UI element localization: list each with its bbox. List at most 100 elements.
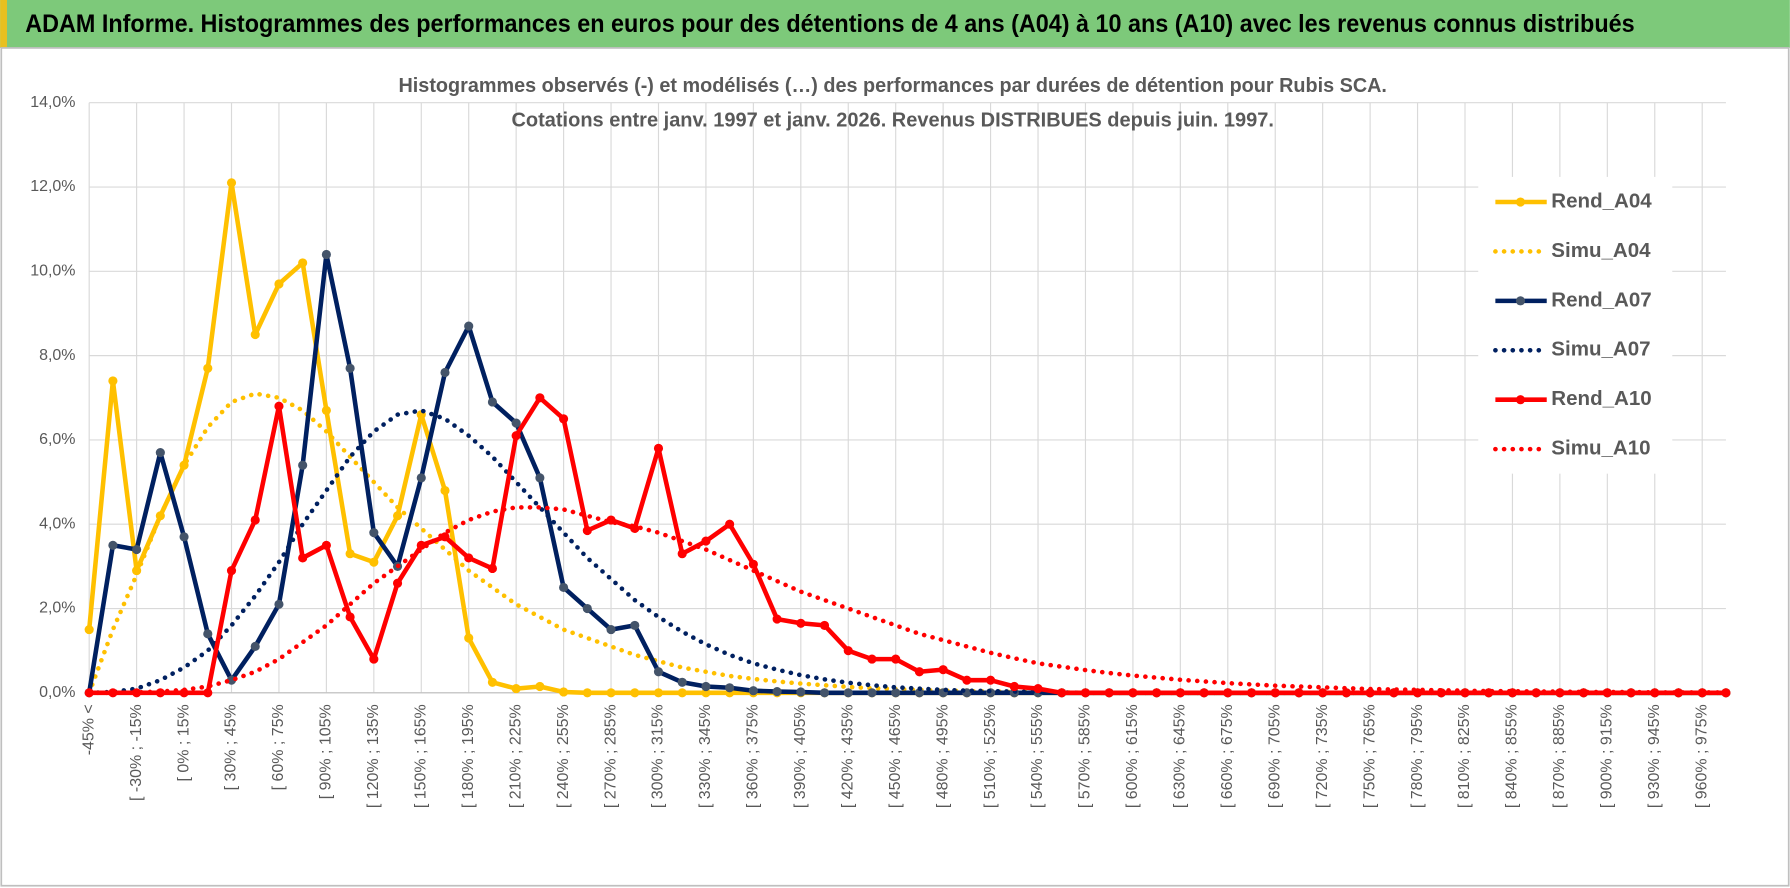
chart-border bbox=[0, 47, 1790, 887]
legend-label: Rend_A04 bbox=[1551, 189, 1652, 212]
data-point bbox=[653, 688, 664, 698]
data-point bbox=[867, 688, 877, 698]
data-point bbox=[298, 553, 308, 563]
data-point bbox=[891, 688, 901, 698]
x-tick-label: [ 780% ; 795% bbox=[1409, 704, 1426, 808]
data-point bbox=[132, 544, 142, 555]
data-point bbox=[132, 688, 142, 698]
series-line bbox=[86, 505, 1729, 696]
data-point bbox=[108, 540, 118, 550]
legend-label: Rend_A10 bbox=[1551, 387, 1651, 410]
data-point bbox=[369, 528, 379, 538]
data-point bbox=[582, 688, 592, 698]
data-point bbox=[1223, 688, 1233, 698]
data-point bbox=[321, 540, 331, 550]
series-line bbox=[86, 391, 1729, 696]
x-tick-label: [ 900% ; 915% bbox=[1599, 704, 1616, 808]
x-tick-label: [ 300% ; 315% bbox=[650, 704, 667, 808]
data-point bbox=[321, 405, 331, 415]
data-point bbox=[1294, 688, 1304, 698]
data-point bbox=[345, 363, 355, 373]
legend: Rend_A04 Simu_A04 Rend_A07 Simu_A07 Rend_A10… bbox=[1478, 176, 1673, 474]
data-point bbox=[274, 279, 284, 289]
data-point bbox=[345, 612, 355, 622]
data-point bbox=[155, 448, 165, 458]
data-point bbox=[843, 688, 853, 698]
x-tick-label: [ 720% ; 735% bbox=[1314, 704, 1331, 808]
data-point bbox=[1721, 688, 1731, 698]
x-tick-label: [ 360% ; 375% bbox=[745, 704, 762, 808]
data-point bbox=[867, 654, 877, 664]
x-tick-label: [ 600% ; 615% bbox=[1124, 704, 1141, 808]
data-point bbox=[487, 677, 498, 687]
data-point bbox=[630, 688, 640, 698]
chart-title: Histogrammes observés (-) et modélisés (… bbox=[398, 74, 1386, 97]
data-point bbox=[1104, 688, 1114, 698]
x-tick-label: [ 210% ; 225% bbox=[507, 704, 524, 808]
x-tick-label: [ 60% ; 75% bbox=[270, 704, 287, 790]
x-tick-label: [ 660% ; 675% bbox=[1219, 704, 1236, 808]
x-tick-label: [ 420% ; 435% bbox=[839, 704, 856, 808]
data-point bbox=[464, 321, 474, 331]
data-point bbox=[819, 620, 830, 630]
plot bbox=[84, 178, 1731, 698]
data-point bbox=[701, 536, 711, 546]
data-point bbox=[1152, 688, 1162, 698]
data-point bbox=[725, 683, 735, 693]
data-point bbox=[369, 557, 379, 567]
x-tick-label: [ 570% ; 585% bbox=[1077, 704, 1094, 808]
series-line bbox=[89, 395, 1726, 696]
legend-background bbox=[1478, 176, 1673, 474]
data-point bbox=[440, 485, 450, 496]
x-tick-label: [ 690% ; 705% bbox=[1266, 704, 1283, 808]
data-point bbox=[701, 688, 711, 698]
data-point bbox=[796, 687, 806, 697]
x-tick-label: [ 480% ; 495% bbox=[934, 704, 951, 808]
data-point bbox=[108, 376, 118, 386]
legend-label: Simu_A04 bbox=[1551, 239, 1651, 262]
data-point bbox=[677, 677, 687, 687]
data-point bbox=[1175, 688, 1185, 698]
data-point bbox=[416, 473, 426, 483]
data-point bbox=[1341, 688, 1351, 698]
data-point bbox=[392, 578, 403, 588]
data-point bbox=[203, 688, 213, 698]
data-point bbox=[511, 418, 521, 428]
x-tick-label: [ 330% ; 345% bbox=[697, 704, 714, 808]
data-point bbox=[772, 686, 782, 697]
x-tick-label: [ 540% ; 555% bbox=[1029, 704, 1046, 808]
data-point bbox=[203, 629, 213, 639]
x-tick-label: [ 750% ; 765% bbox=[1361, 704, 1378, 808]
data-point bbox=[1270, 688, 1280, 698]
data-point bbox=[440, 367, 450, 378]
data-point bbox=[772, 614, 782, 624]
x-tick-label: [ -30% ; -15% bbox=[128, 704, 145, 801]
data-point bbox=[203, 363, 213, 373]
data-point bbox=[1033, 684, 1043, 694]
data-point bbox=[321, 249, 331, 260]
data-point bbox=[1009, 681, 1019, 692]
data-point bbox=[796, 618, 806, 628]
y-tick-label: 12,0% bbox=[30, 178, 75, 195]
data-point bbox=[559, 687, 569, 697]
data-point bbox=[487, 397, 498, 407]
data-point bbox=[653, 443, 664, 453]
data-point bbox=[416, 540, 426, 550]
data-point bbox=[511, 431, 521, 441]
data-point bbox=[1318, 688, 1328, 698]
header-title: ADAM Informe. Histogrammes des performan… bbox=[25, 10, 1634, 38]
data-point bbox=[606, 688, 616, 698]
grid: 0,0% 2,0% 4,0% 6,0% 8,0% 10,0% 12,0% 14,0% -45% … bbox=[30, 94, 1726, 808]
data-point bbox=[582, 603, 592, 614]
data-point bbox=[226, 566, 237, 576]
data-point bbox=[891, 654, 901, 664]
data-point bbox=[606, 625, 616, 635]
x-tick-label: [ 840% ; 855% bbox=[1504, 704, 1521, 808]
y-tick-label: 8,0% bbox=[39, 347, 75, 364]
data-point bbox=[298, 258, 308, 268]
data-point bbox=[1128, 688, 1138, 698]
data-point bbox=[464, 553, 474, 563]
x-tick-label: [ 930% ; 945% bbox=[1646, 704, 1663, 808]
